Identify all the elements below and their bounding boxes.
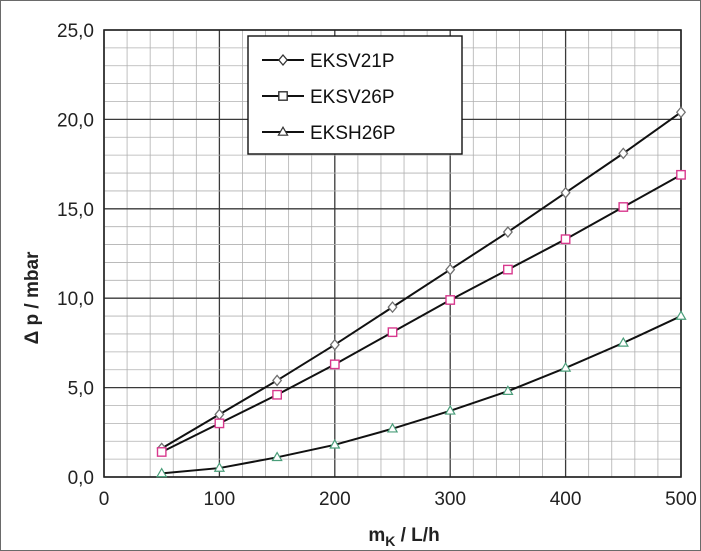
data-point-eksh26p	[156, 467, 168, 478]
data-point-eksh26p	[386, 422, 399, 433]
data-point-eksv21p	[675, 106, 687, 119]
data-point-eksh26p	[617, 336, 629, 347]
series-line-eksv26p	[161, 173, 682, 453]
series-eksh26p	[156, 310, 687, 478]
series-layer	[156, 106, 687, 478]
legend: EKSV21P EKSV26P EKSH26P	[247, 35, 463, 155]
legend-label: EKSV21P	[310, 51, 395, 72]
legend-marker-diamond-icon	[277, 53, 289, 67]
x-tick-label: 300	[434, 489, 466, 510]
data-point-eksv26p	[156, 447, 167, 457]
y-tick-label: 10,0	[57, 289, 94, 310]
data-point-eksv21p	[387, 301, 398, 314]
series-line-eksh26p	[161, 315, 682, 475]
data-point-eksv21p	[502, 226, 513, 239]
data-point-eksh26p	[559, 361, 572, 372]
x-tick-label: 100	[204, 489, 236, 510]
data-point-eksv26p	[329, 359, 340, 370]
data-point-eksv21p	[445, 263, 456, 276]
y-tick-label: 5,0	[68, 379, 94, 400]
data-point-eksh26p	[271, 451, 283, 462]
data-point-eksv26p	[445, 295, 456, 305]
y-axis-label: Δ p / mbar	[22, 251, 43, 344]
data-point-eksv26p	[560, 234, 571, 245]
legend-item-eksv21p: EKSV21P	[262, 51, 395, 72]
x-tick-label: 0	[99, 489, 110, 510]
y-tick-label: 20,0	[57, 110, 94, 131]
y-tick-label: 15,0	[57, 200, 94, 221]
data-point-eksv26p	[676, 169, 686, 180]
x-tick-label: 500	[665, 489, 697, 510]
y-tick-label: 0,0	[68, 468, 94, 489]
data-point-eksv21p	[560, 186, 571, 199]
x-tick-label: 400	[550, 489, 582, 510]
data-point-eksv26p	[387, 327, 398, 338]
series-line-eksv21p	[161, 111, 682, 450]
legend-marker-triangle-icon	[277, 125, 289, 136]
legend-item-eksh26p: EKSH26P	[262, 123, 396, 144]
legend-label: EKSV26P	[310, 87, 395, 108]
tick-labels: 0 100 200 300 400 500 0,0 5,0 10,0 15,0 20,0 25,0	[57, 21, 697, 510]
data-point-eksv21p	[618, 147, 629, 160]
x-tick-label: 200	[319, 489, 351, 510]
legend-marker-square-icon	[278, 91, 288, 101]
data-point-eksh26p	[329, 438, 341, 449]
series-eksv26p	[156, 169, 686, 457]
x-axis-label: mK / L/h	[368, 525, 439, 549]
plot-border	[103, 29, 682, 478]
legend-item-eksv26p: EKSV26P	[262, 87, 395, 108]
data-point-eksv21p	[272, 374, 283, 387]
legend-label: EKSH26P	[310, 123, 396, 144]
data-point-eksv21p	[329, 338, 340, 351]
data-point-eksv26p	[272, 389, 282, 400]
data-point-eksh26p	[502, 385, 514, 395]
data-point-eksv26p	[503, 264, 513, 275]
data-point-eksv26p	[214, 418, 225, 429]
data-point-eksv26p	[618, 202, 629, 212]
data-point-eksh26p	[675, 310, 687, 320]
y-tick-label: 25,0	[57, 21, 94, 42]
data-point-eksh26p	[213, 462, 226, 472]
data-point-eksh26p	[444, 404, 456, 415]
